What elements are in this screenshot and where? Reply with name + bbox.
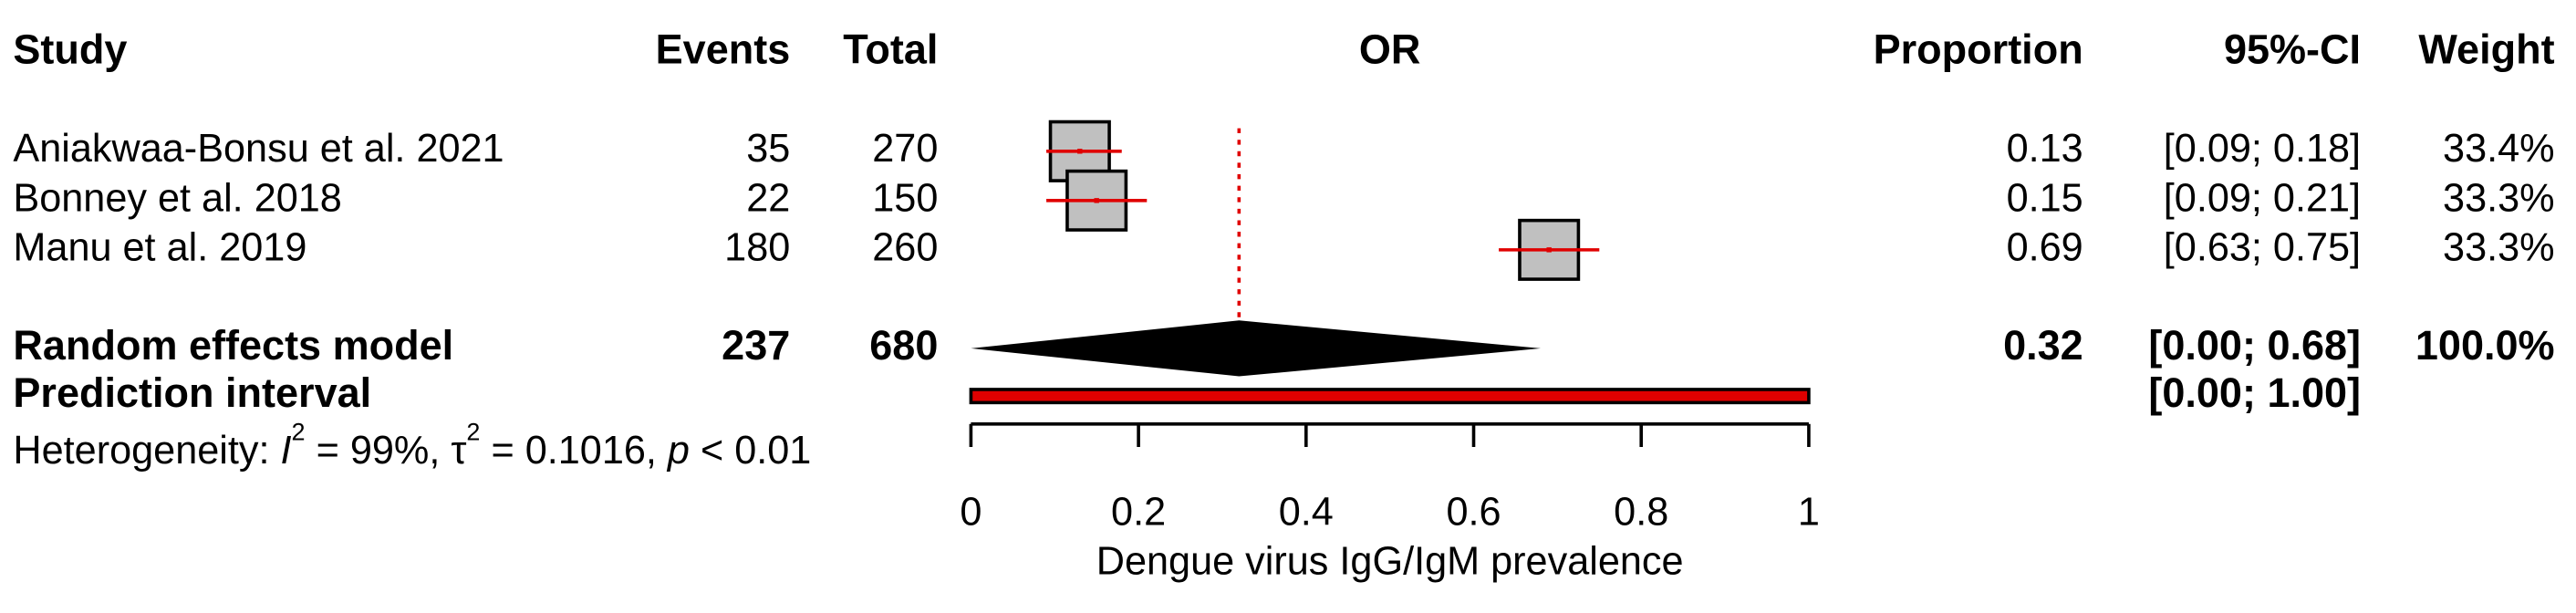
- prediction-name: Prediction interval: [13, 369, 371, 416]
- x-tick-label: 0.8: [1614, 490, 1668, 534]
- point: [1094, 198, 1099, 203]
- header-total: Total: [843, 26, 938, 73]
- summary-diamond: [971, 320, 1541, 377]
- heterogeneity-part: = 99%,: [306, 430, 452, 473]
- total: 270: [872, 127, 938, 171]
- heterogeneity-part: < 0.01: [690, 430, 811, 473]
- proportion: 0.15: [2007, 176, 2083, 220]
- weight-label: 100.0%: [2415, 322, 2555, 369]
- x-tick-label: 1: [1798, 490, 1820, 534]
- total: 680: [869, 322, 938, 369]
- x-tick-label: 0.6: [1446, 490, 1501, 534]
- point: [1546, 247, 1552, 253]
- ci-label: [0.63; 0.75]: [2164, 225, 2361, 269]
- x-tick-label: 0: [960, 490, 982, 534]
- proportion: 0.13: [2007, 127, 2083, 171]
- proportion: 0.69: [2007, 225, 2083, 269]
- prediction-label: [0.00; 1.00]: [2148, 369, 2361, 416]
- study-name: Aniakwaa-Bonsu et al. 2021: [13, 127, 504, 171]
- heterogeneity: Heterogeneity: I2 = 99%, τ2 = 0.1016, p …: [13, 419, 811, 473]
- heterogeneity-part: p: [666, 430, 690, 473]
- ci-label: [0.09; 0.21]: [2164, 176, 2361, 220]
- x-axis-label: Dengue virus IgG/IgM prevalence: [1096, 539, 1684, 583]
- heterogeneity-part: 2: [292, 419, 306, 446]
- heterogeneity-part: τ: [451, 430, 466, 473]
- proportion: 0.32: [2003, 322, 2083, 369]
- study-name: Manu et al. 2019: [13, 225, 306, 269]
- heterogeneity-part: 2: [466, 419, 480, 446]
- total: 260: [872, 225, 938, 269]
- heterogeneity-part: I: [281, 430, 292, 473]
- x-tick-label: 0.4: [1279, 490, 1334, 534]
- weight-label: 33.4%: [2443, 127, 2555, 171]
- ci-label: [0.09; 0.18]: [2164, 127, 2361, 171]
- header-plot: OR: [1359, 26, 1421, 73]
- ci-label: [0.00; 0.68]: [2148, 322, 2361, 369]
- header-proportion: Proportion: [1874, 26, 2083, 73]
- prediction-bar: [969, 388, 1811, 405]
- events: 35: [746, 127, 790, 171]
- header-weight: Weight: [2418, 26, 2554, 73]
- total: 150: [872, 176, 938, 220]
- weight-label: 33.3%: [2443, 176, 2555, 220]
- heterogeneity-part: = 0.1016,: [480, 430, 667, 473]
- events: 180: [724, 225, 790, 269]
- events: 237: [722, 322, 790, 369]
- weight-label: 33.3%: [2443, 225, 2555, 269]
- study-name: Random effects model: [13, 322, 453, 369]
- header-study: Study: [13, 26, 127, 73]
- x-tick-label: 0.2: [1111, 490, 1166, 534]
- study-name: Bonney et al. 2018: [13, 176, 341, 220]
- events: 22: [746, 176, 790, 220]
- header-ci: 95%-CI: [2224, 26, 2361, 73]
- header-events: Events: [656, 26, 791, 73]
- point: [1077, 149, 1083, 154]
- heterogeneity-part: Heterogeneity:: [13, 430, 280, 473]
